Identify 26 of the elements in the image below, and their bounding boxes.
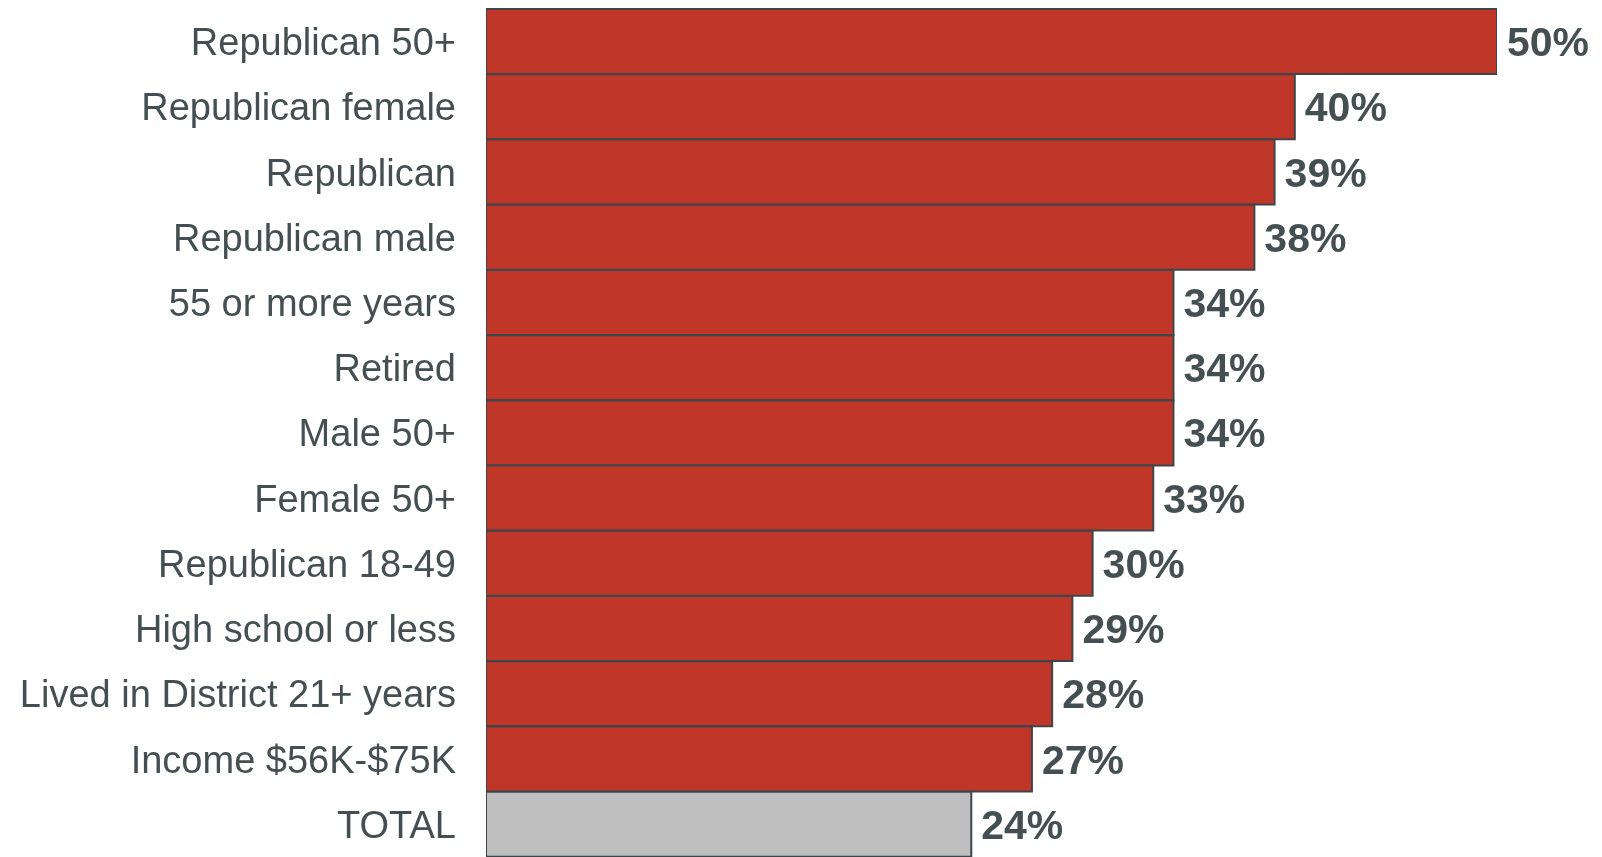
y-tick-label: High school or less [134,608,456,651]
y-tick-label: TOTAL [337,803,456,846]
y-tick-label: Republican male [172,216,456,259]
y-tick-label: Republican 18-49 [158,542,456,585]
data-label: 30% [1102,540,1185,587]
data-label: 34% [1183,279,1266,326]
data-label: 40% [1304,84,1387,131]
y-tick-label: Male 50+ [298,412,456,455]
y-tick-label: Lived in District 21+ years [19,673,456,716]
data-label: 38% [1264,214,1347,261]
y-tick-label: Republican [265,151,456,194]
y-tick-label: Republican 50+ [190,21,456,64]
data-label: 29% [1082,606,1165,653]
data-label: 27% [1041,736,1124,783]
data-label: 28% [1062,671,1145,718]
y-tick-label: Female 50+ [254,477,456,520]
data-label: 34% [1183,345,1266,392]
y-tick-label: 55 or more years [168,282,456,325]
data-label: 39% [1284,149,1367,196]
data-label: 34% [1183,410,1266,457]
data-label: 33% [1163,475,1246,522]
data-label: 24% [981,801,1064,848]
y-tick-label: Income $56K-$75K [130,738,456,781]
data-label: 50% [1507,19,1590,66]
y-tick-label: Republican female [141,86,456,129]
y-tick-label: Retired [333,347,456,390]
